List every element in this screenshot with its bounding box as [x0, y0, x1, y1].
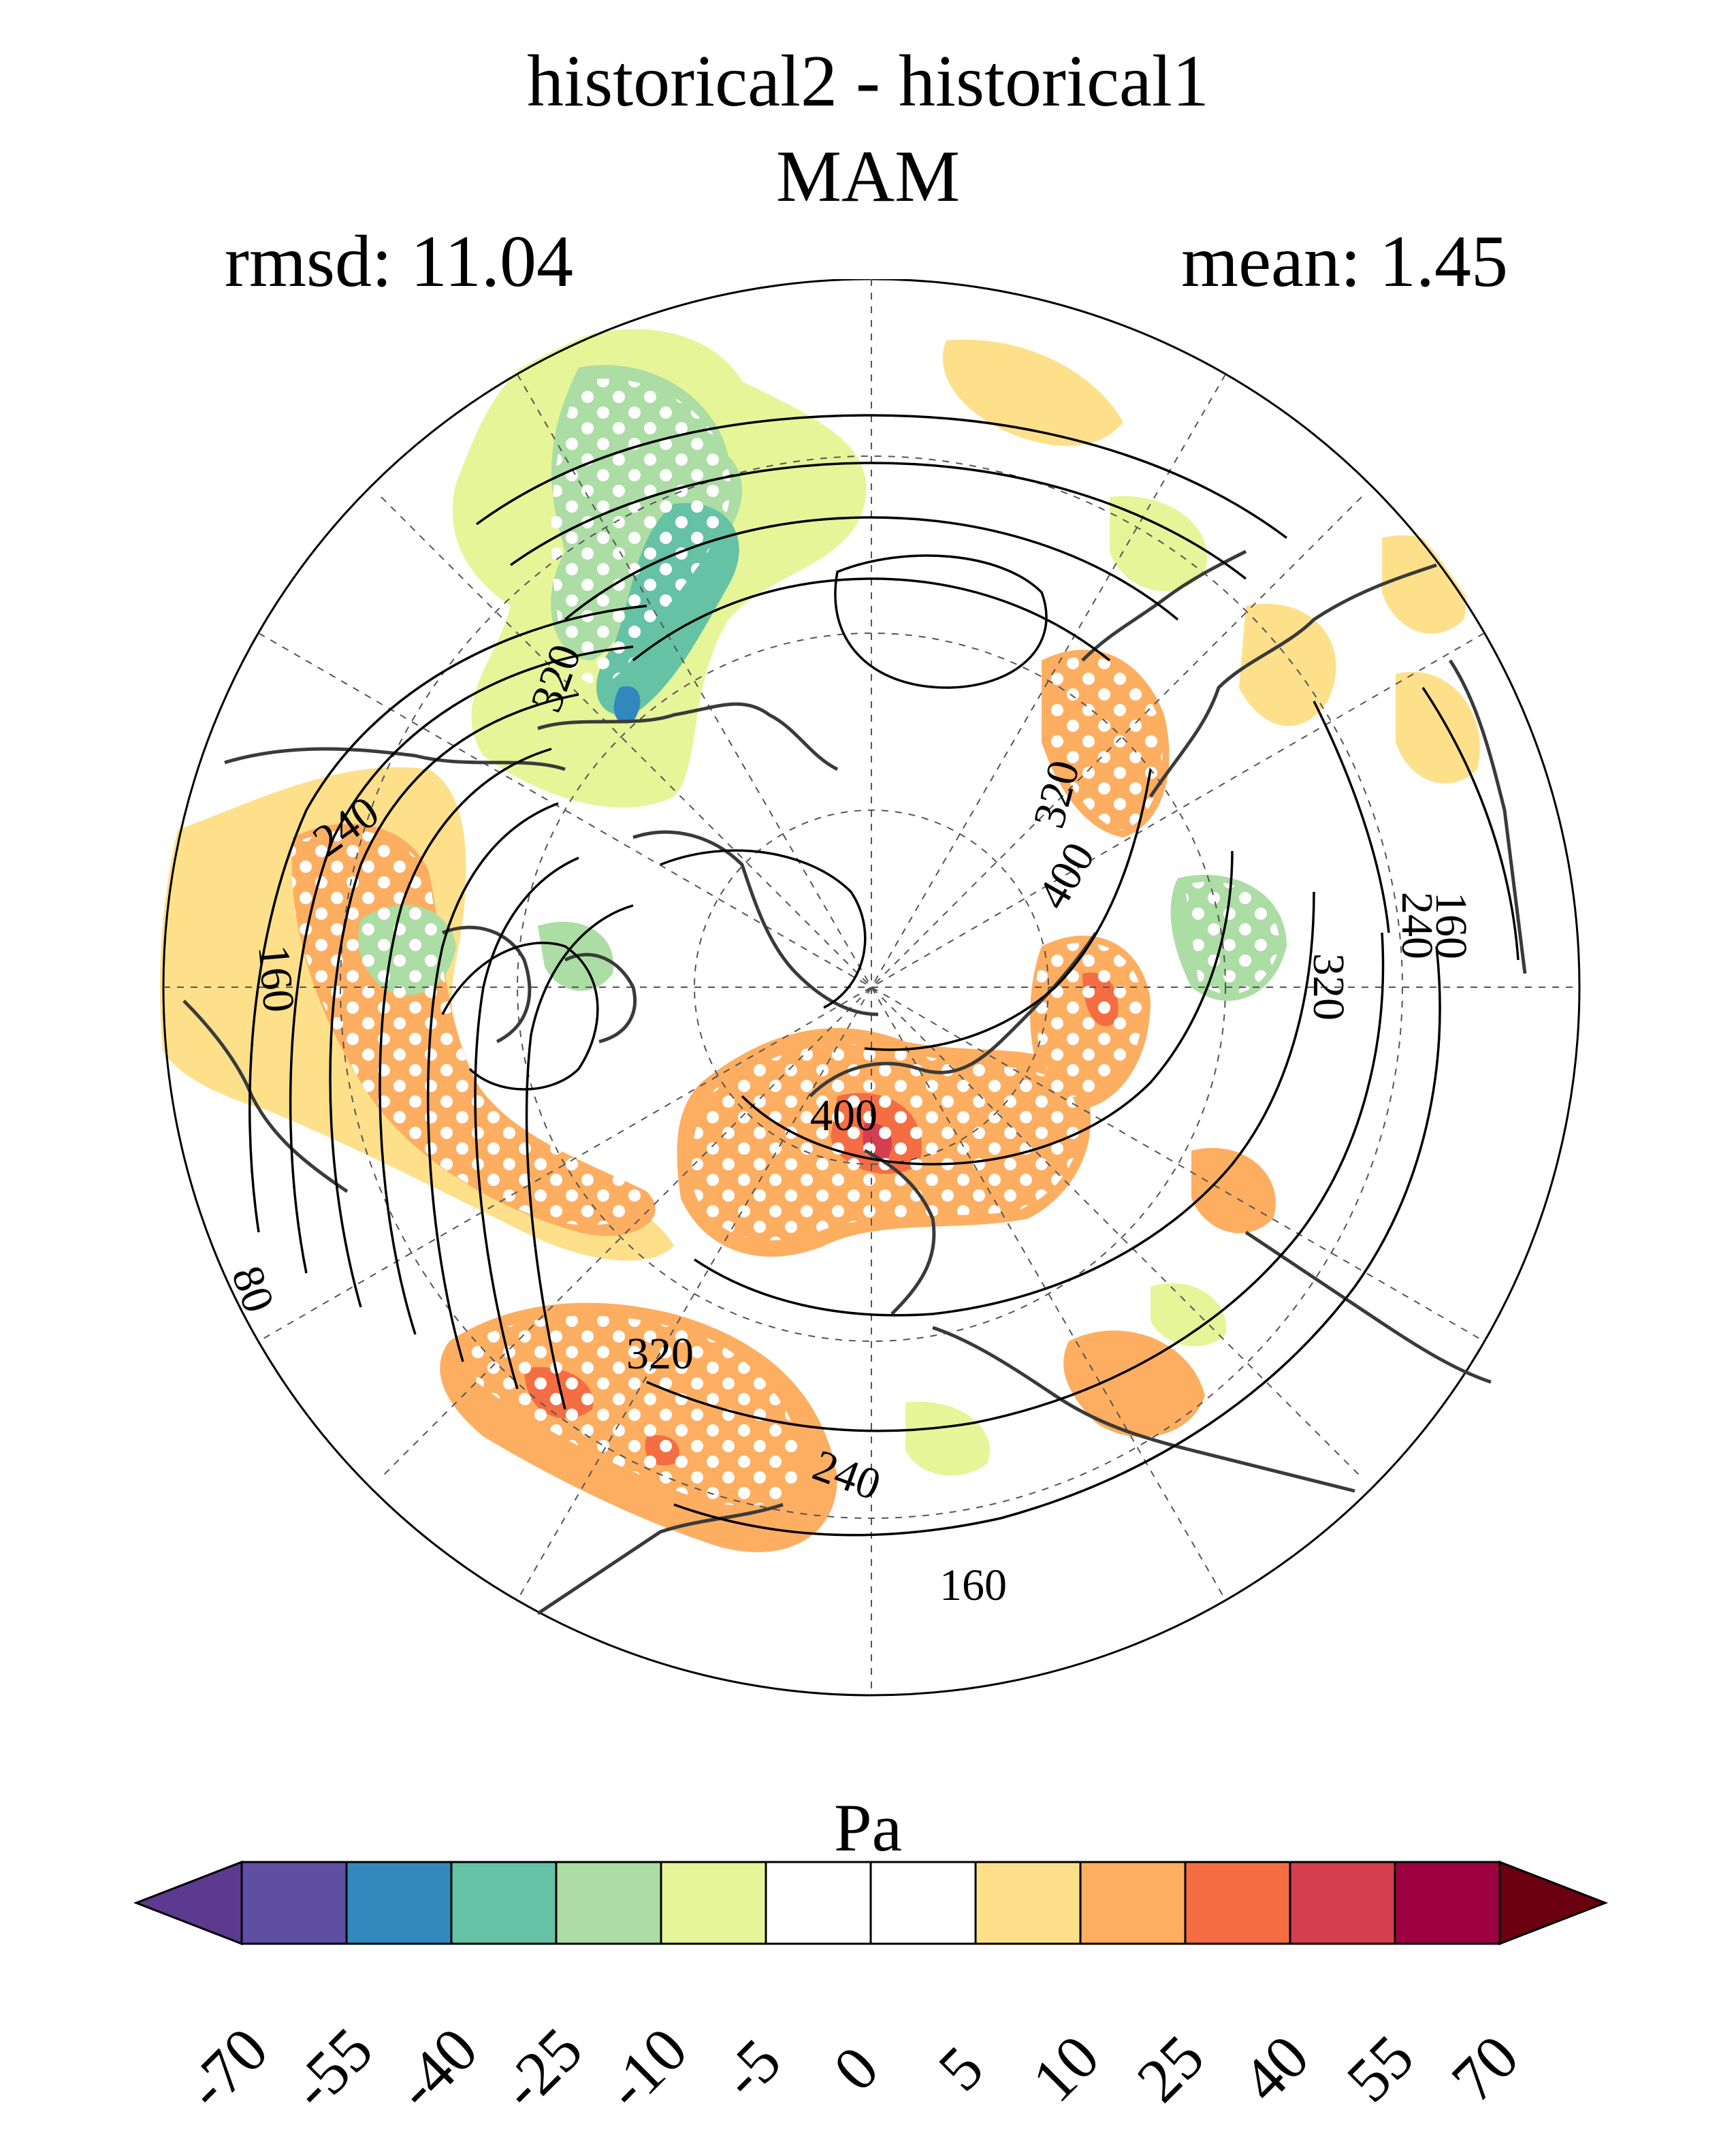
anomaly-region: [1191, 1148, 1276, 1234]
contour-label: 160: [1426, 892, 1476, 959]
contour-label: 240: [1392, 892, 1442, 959]
colorbar-tick-label: -55: [278, 2015, 386, 2123]
climatology-contours: [248, 414, 1520, 1537]
anomaly-region: [1239, 603, 1336, 726]
colorbar-box: [345, 1861, 453, 1945]
anomaly-region: [1396, 671, 1480, 784]
stippling-region: [1185, 881, 1280, 995]
colorbar: -70-55-40-25-10 -5 0 5 10 25 40 55 70: [133, 1860, 1609, 2123]
colorbar-tick-label: 5: [925, 2033, 997, 2104]
stippling-region: [291, 830, 647, 1225]
anomaly-region: [905, 1401, 990, 1476]
polar-map: 320 240 160 80 320 400 400 320 240 160 3…: [160, 279, 1581, 1697]
contour-label: 320: [1304, 953, 1353, 1021]
colorbar-tick-label: -70: [173, 2015, 281, 2123]
colorbar-tick-label: 40: [1228, 2021, 1321, 2115]
colorbar-tick-label: 0: [820, 2033, 892, 2104]
stippling-region: [1048, 656, 1163, 831]
contour-label: 320: [1024, 755, 1089, 833]
colorbar-box: [974, 1861, 1082, 1945]
colorbar-tick-label: -5: [708, 2025, 794, 2111]
anomaly-region: [1151, 1283, 1227, 1347]
contour-label: 80: [222, 1260, 284, 1319]
map-subtitle: MAM: [775, 136, 961, 217]
colorbar-tick-labels: -70-55-40-25-10 -5 0 5 10 25 40 55 70: [173, 2015, 1532, 2123]
rmsd-label: rmsd: 11.04: [225, 221, 573, 302]
colorbar-box: [555, 1861, 662, 1945]
stippling-region: [470, 1315, 800, 1506]
colorbar-tick-label: -40: [383, 2015, 491, 2123]
contour-label: 160: [248, 943, 304, 1014]
graticule: [163, 279, 1579, 1695]
colorbar-box: [1394, 1861, 1501, 1945]
colorbar-box: [869, 1861, 977, 1945]
anomaly-shading: [160, 329, 1480, 1552]
anomaly-region: [1110, 496, 1208, 592]
colorbar-extend-high: [1498, 1860, 1609, 1946]
colorbar-box: [450, 1861, 558, 1945]
contour-label: 400: [810, 1091, 878, 1140]
colorbar-tick-label: -10: [592, 2015, 701, 2123]
colorbar-box: [660, 1861, 767, 1945]
colorbar-extend-low: [133, 1860, 243, 1946]
colorbar-box: [240, 1861, 348, 1945]
map-title: historical2 - historical1: [527, 41, 1209, 122]
colorbar-box: [765, 1861, 872, 1945]
colorbar-units: Pa: [834, 1790, 902, 1865]
contour-label: 320: [626, 1329, 694, 1379]
contour-label: 160: [939, 1560, 1007, 1610]
contour-label: 400: [1028, 834, 1105, 917]
stippling-region: [692, 1044, 1080, 1240]
colorbar-tick-label: 25: [1123, 2021, 1217, 2115]
anomaly-region: [613, 686, 641, 724]
colorbar-box: [1079, 1861, 1187, 1945]
anomaly-region: [942, 339, 1123, 446]
colorbar-box: [1184, 1861, 1291, 1945]
colorbar-box: [1289, 1861, 1396, 1945]
stippling-region: [551, 379, 731, 684]
colorbar-tick-label: 10: [1018, 2021, 1112, 2115]
colorbar-boxes: [133, 1860, 1609, 1946]
colorbar-tick-label: -25: [487, 2015, 596, 2123]
colorbar-tick-label: 55: [1333, 2021, 1426, 2115]
colorbar-tick-label: 70: [1438, 2021, 1531, 2115]
mean-label: mean: 1.45: [1181, 221, 1508, 302]
anomaly-region: [1063, 1330, 1205, 1437]
